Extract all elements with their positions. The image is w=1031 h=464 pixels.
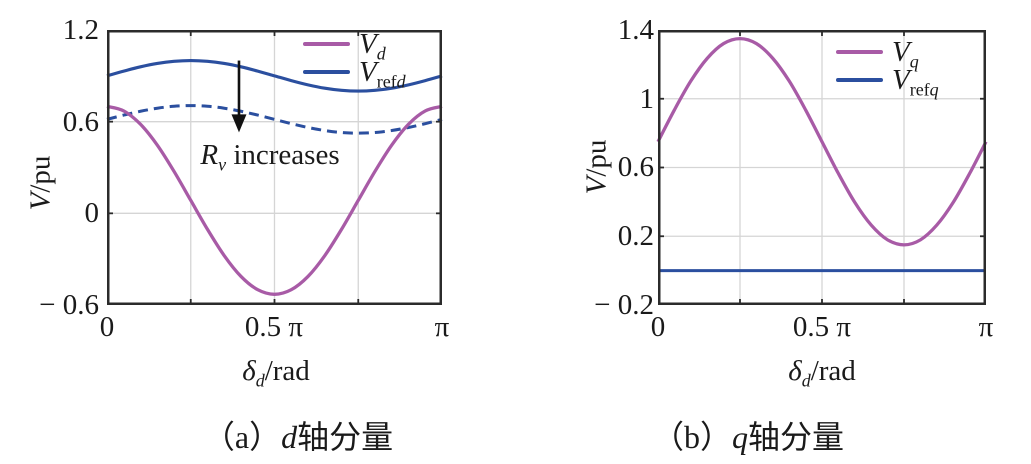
x-axis-subscript: d [801,370,811,391]
caption-b: （b）q轴分量 [651,419,845,455]
y-axis-unit: /pu [24,155,57,193]
x-tick-label: 0 [99,311,115,343]
series-Vq [656,36,988,247]
y-tick-label: − 0.2 [594,289,654,321]
legend-label-vrefq: Vrefq [892,64,939,100]
y-tick-label: − 0.6 [39,289,99,321]
x-axis-symbol: δ [242,355,256,387]
x-tick-label: π [978,311,994,343]
x-axis-unit: /rad [810,355,856,387]
x-axis-label-a: δd/rad [166,355,386,391]
legend-label-vrefd: Vrefd [359,56,406,92]
y-tick-label: 0 [84,197,100,229]
x-tick-label: π [434,311,450,343]
x-axis-subscript: d [255,370,265,391]
legend-swatch-vq [836,50,883,54]
arrow-head-down-icon [231,114,247,133]
legend-item-vd: Vd [303,28,406,64]
legend-label-vd: Vd [359,28,386,64]
chart-a-plot-area [106,30,443,305]
y-tick-label: 0.6 [62,106,99,138]
series-Vrefd [106,59,443,93]
y-tick-label: 1.2 [62,14,99,46]
y-axis-unit: /pu [580,139,613,177]
legend-label-vq: Vq [892,36,919,72]
chart-b-plot-area [656,30,988,305]
series-Vrefd_Rv_increased [106,104,443,135]
legend-a: Vd Vrefd [303,28,406,92]
x-tick-label: 0 [650,311,666,343]
y-tick-label: 1.4 [617,14,654,46]
x-tick-label: 0.5 π [244,311,304,343]
annotation-rv-increases: Rv increases [200,139,340,175]
x-axis-label-b: δd/rad [712,355,932,391]
legend-swatch-vd [303,42,350,46]
y-axis-symbol: V [24,192,57,211]
legend-item-vrefq: Vrefq [836,64,939,100]
x-tick-label: 0.5 π [792,311,852,343]
y-tick-label: 0.2 [617,220,654,252]
y-axis-symbol: V [580,176,613,195]
legend-b: Vq Vrefq [836,36,939,100]
caption-a: （a）d轴分量 [202,419,394,455]
y-tick-label: 0.6 [617,151,654,183]
legend-item-vq: Vq [836,36,939,72]
series-Vd [106,104,443,296]
y-tick-label: 1 [639,83,655,115]
legend-item-vrefd: Vrefd [303,56,406,92]
x-axis-unit: /rad [264,355,310,387]
legend-swatch-vrefd [303,70,350,74]
legend-swatch-vrefq [836,78,883,82]
x-axis-symbol: δ [788,355,802,387]
